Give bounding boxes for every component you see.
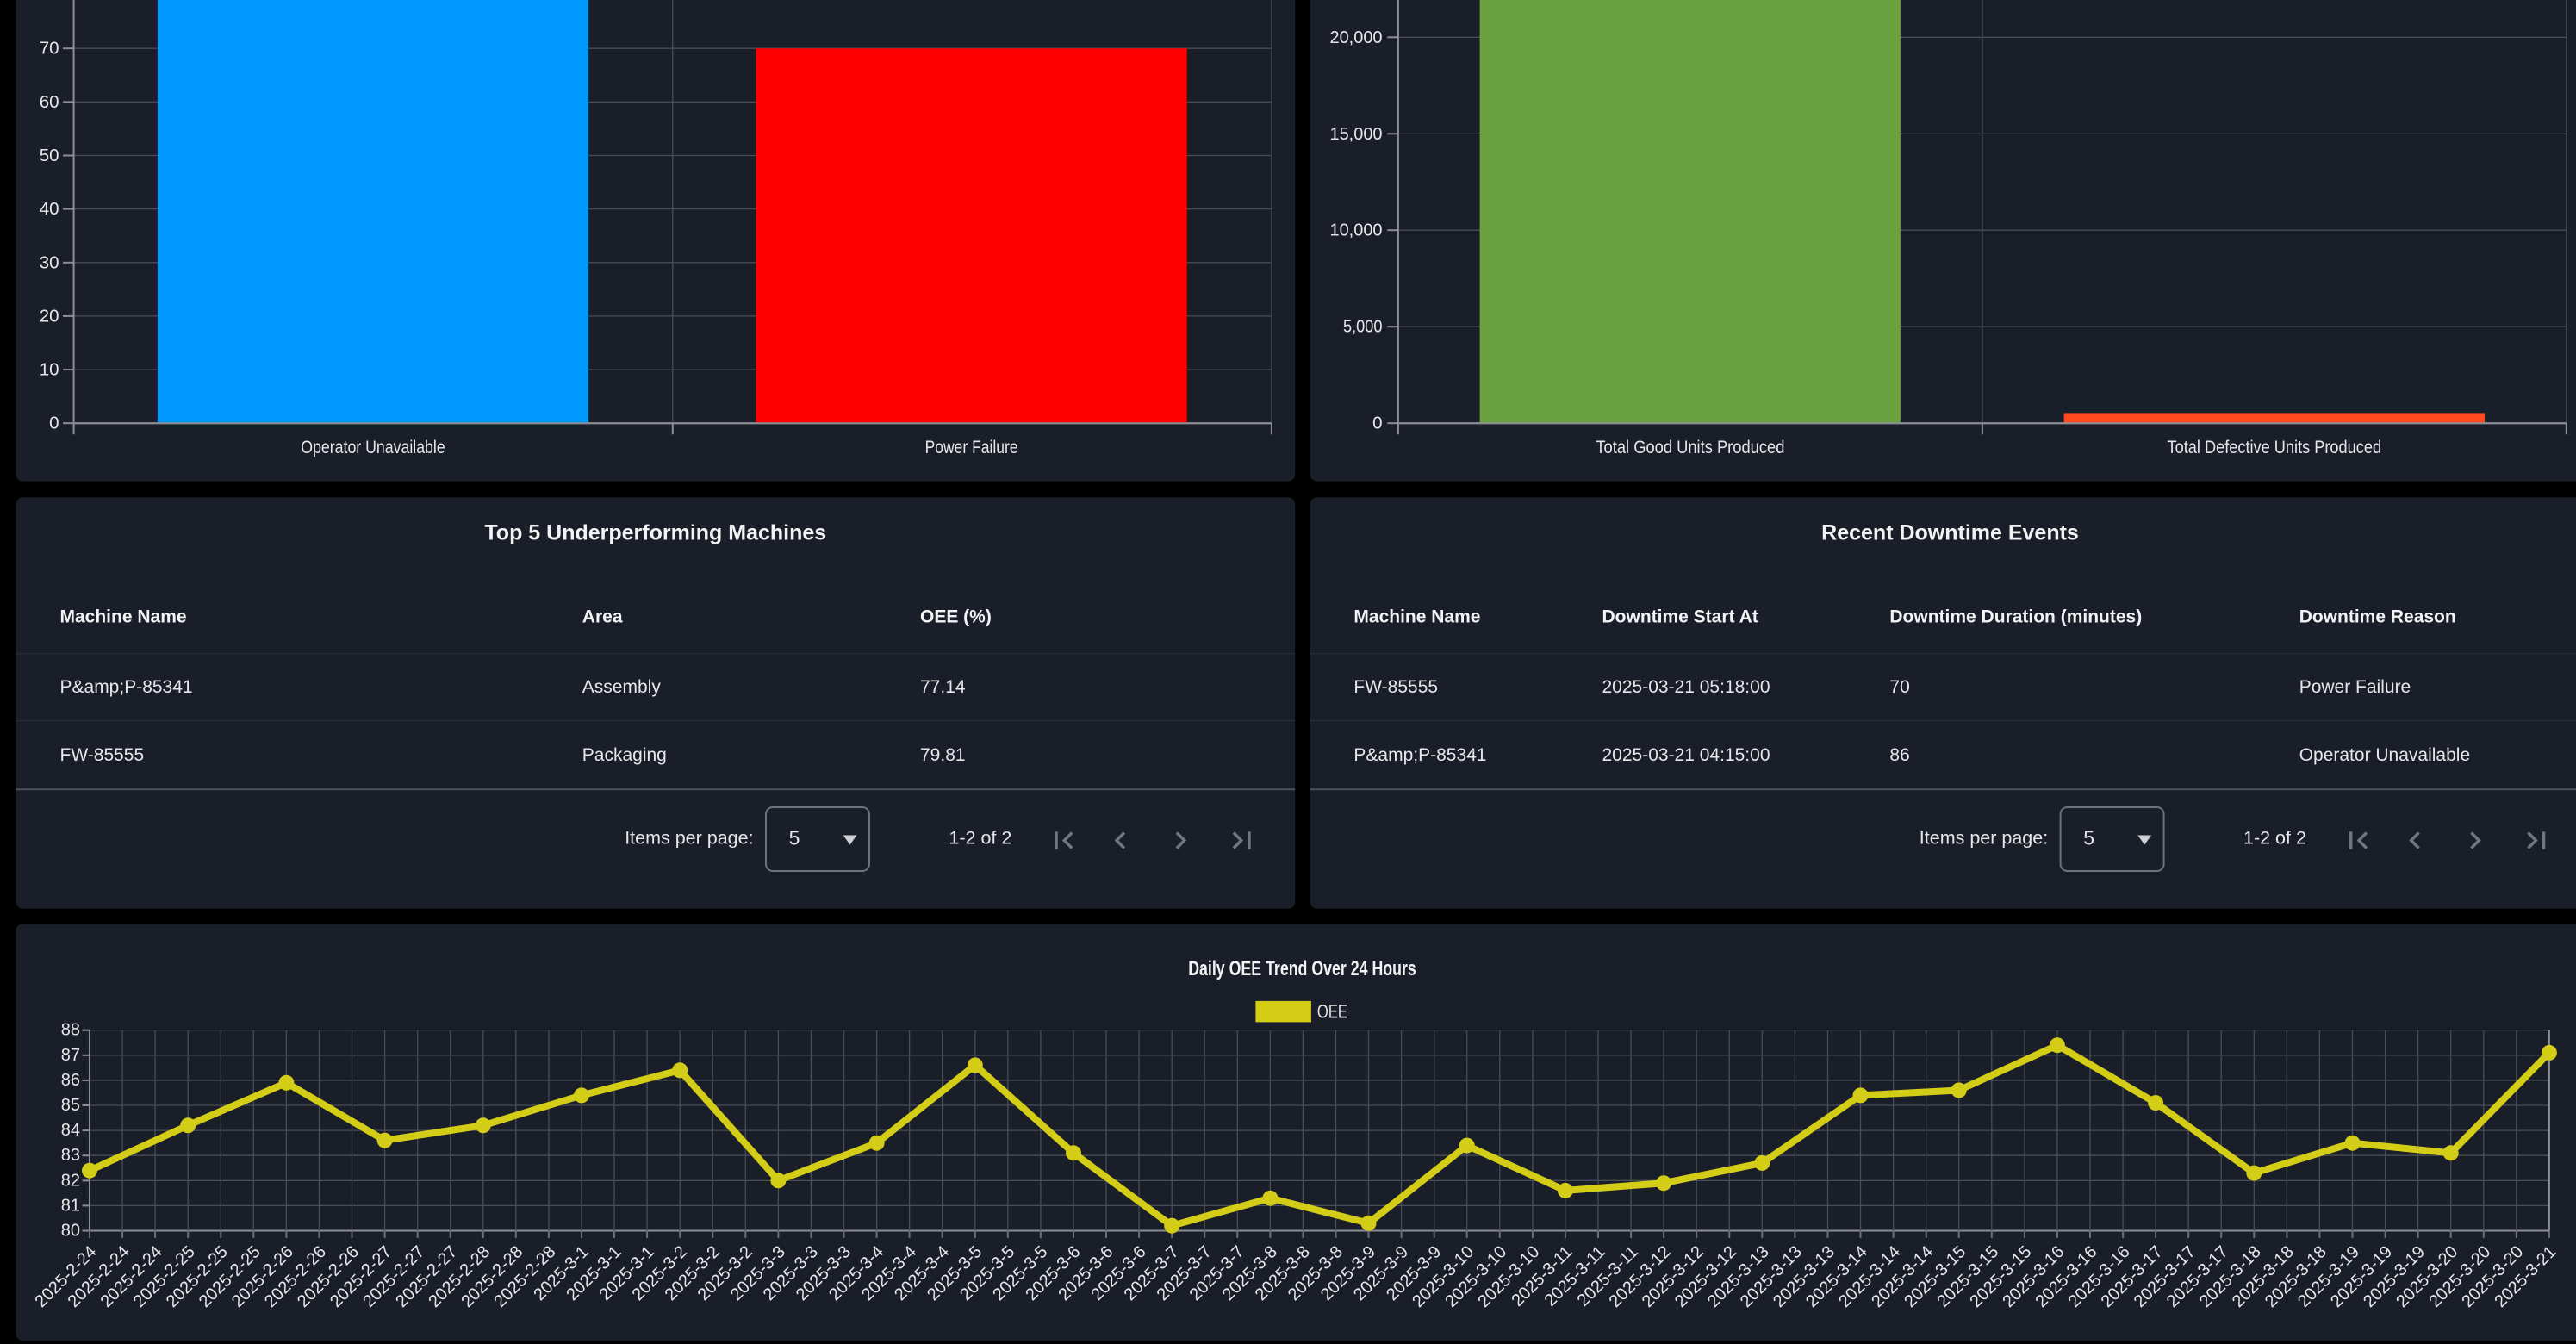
svg-text:Items per page:: Items per page: (625, 828, 753, 849)
svg-text:Total Good Units Produced: Total Good Units Produced (1596, 438, 1784, 457)
svg-text:5,000: 5,000 (1343, 317, 1383, 337)
svg-text:20: 20 (40, 306, 59, 326)
svg-text:84: 84 (61, 1121, 80, 1140)
svg-text:Total Defective Units Produced: Total Defective Units Produced (2168, 438, 2382, 457)
svg-text:83: 83 (61, 1146, 80, 1165)
svg-text:5: 5 (2083, 827, 2094, 849)
svg-text:81: 81 (61, 1196, 80, 1215)
svg-text:Items per page:: Items per page: (1920, 828, 2048, 849)
svg-text:40: 40 (40, 199, 59, 219)
svg-text:P&amp;P-85341: P&amp;P-85341 (1353, 745, 1486, 765)
svg-text:15,000: 15,000 (1330, 124, 1383, 144)
svg-text:1-2 of 2: 1-2 of 2 (2243, 828, 2306, 849)
svg-text:5: 5 (789, 827, 800, 849)
svg-text:79.81: 79.81 (920, 745, 966, 765)
svg-text:2025-03-21 04:15:00: 2025-03-21 04:15:00 (1602, 745, 1770, 765)
svg-text:Machine Name: Machine Name (60, 607, 187, 627)
svg-text:60: 60 (40, 92, 59, 112)
svg-text:2025-03-21 05:18:00: 2025-03-21 05:18:00 (1602, 677, 1770, 697)
svg-text:0: 0 (1372, 414, 1382, 433)
svg-text:Power Failure: Power Failure (2299, 677, 2411, 697)
svg-text:85: 85 (61, 1096, 80, 1115)
svg-text:Packaging: Packaging (582, 745, 667, 765)
svg-text:86: 86 (1889, 745, 1909, 765)
svg-text:82: 82 (61, 1171, 80, 1190)
svg-text:Area: Area (582, 607, 623, 627)
svg-text:Operator Unavailable: Operator Unavailable (301, 438, 445, 457)
svg-text:88: 88 (61, 1021, 80, 1040)
svg-text:1-2 of 2: 1-2 of 2 (949, 828, 1011, 849)
svg-text:77.14: 77.14 (920, 677, 966, 697)
svg-text:20,000: 20,000 (1330, 28, 1383, 47)
svg-text:OEE: OEE (1317, 1001, 1347, 1023)
svg-text:Downtime Start At: Downtime Start At (1602, 607, 1758, 627)
svg-text:Daily OEE Trend Over 24 Hours: Daily OEE Trend Over 24 Hours (1188, 957, 1416, 980)
svg-text:Downtime Duration (minutes): Downtime Duration (minutes) (1889, 607, 2142, 627)
svg-text:P&amp;P-85341: P&amp;P-85341 (60, 677, 193, 697)
svg-text:80: 80 (61, 1222, 80, 1241)
svg-text:Assembly: Assembly (582, 677, 662, 697)
svg-text:Operator Unavailable: Operator Unavailable (2299, 745, 2470, 765)
svg-text:Top 5 Underperforming Machines: Top 5 Underperforming Machines (484, 521, 826, 545)
svg-text:Downtime Reason: Downtime Reason (2299, 607, 2456, 627)
svg-text:10,000: 10,000 (1330, 221, 1383, 240)
svg-text:10: 10 (40, 360, 59, 380)
svg-text:FW-85555: FW-85555 (60, 745, 145, 765)
svg-text:0: 0 (49, 414, 59, 433)
svg-text:OEE (%): OEE (%) (920, 607, 992, 627)
svg-text:86: 86 (61, 1071, 80, 1090)
svg-text:50: 50 (40, 146, 59, 165)
svg-text:70: 70 (1889, 677, 1909, 697)
svg-text:30: 30 (40, 252, 59, 272)
svg-text:Machine Name: Machine Name (1353, 607, 1480, 627)
svg-text:Power Failure: Power Failure (925, 438, 1018, 457)
svg-text:FW-85555: FW-85555 (1353, 677, 1438, 697)
svg-text:87: 87 (61, 1046, 80, 1065)
svg-text:70: 70 (40, 39, 59, 59)
svg-text:Recent Downtime Events: Recent Downtime Events (1821, 521, 2079, 545)
